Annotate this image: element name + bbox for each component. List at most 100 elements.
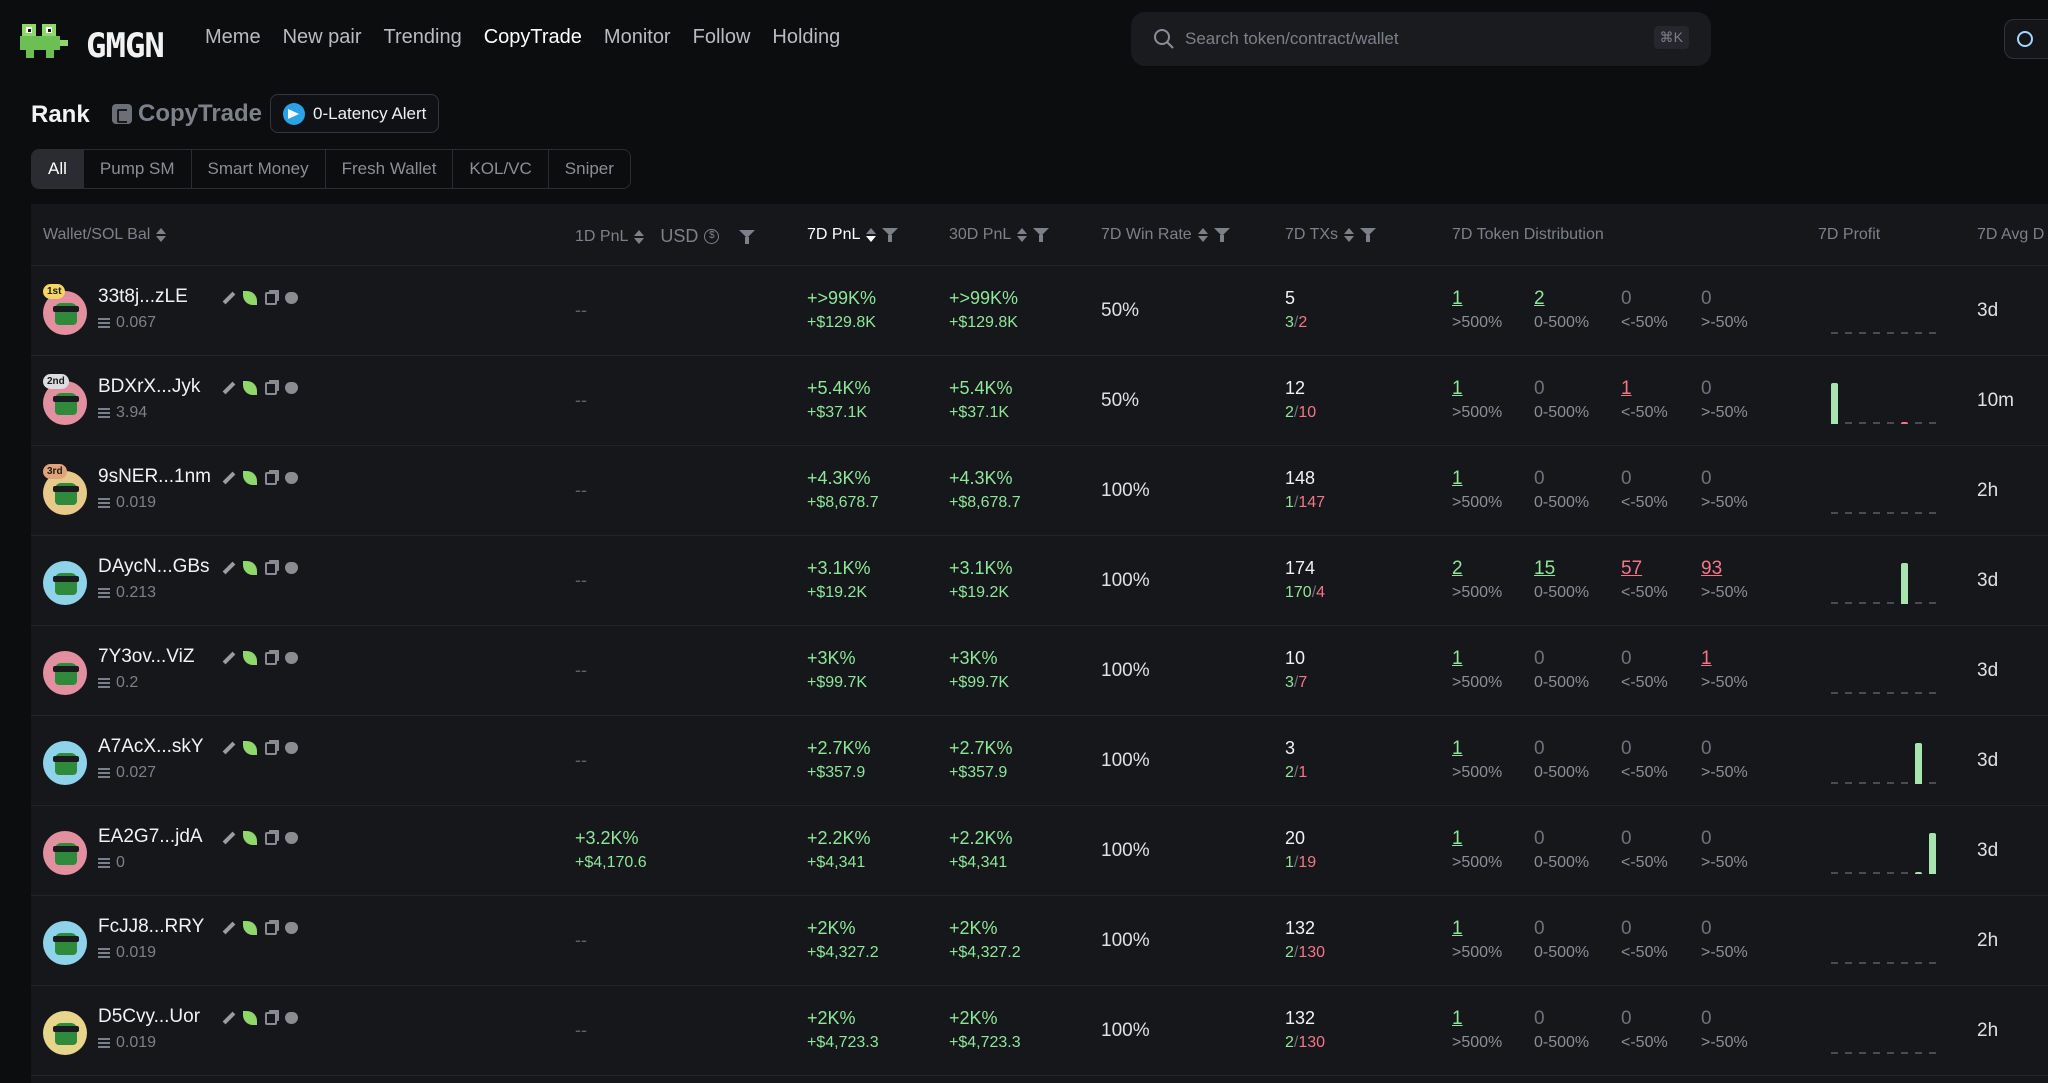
edit-icon[interactable]	[223, 652, 235, 664]
follow-heart-icon[interactable]	[284, 1012, 298, 1024]
nav-item-meme[interactable]: Meme	[205, 26, 261, 48]
distribution-count[interactable]: 15	[1534, 558, 1556, 579]
distribution-count[interactable]: 57	[1621, 558, 1643, 579]
distribution-count[interactable]: 1	[1452, 828, 1463, 849]
wallet-address[interactable]: 9sNER...1nm	[98, 466, 211, 487]
follow-heart-icon[interactable]	[284, 652, 298, 664]
edit-icon[interactable]	[223, 292, 235, 304]
avatar[interactable]	[43, 831, 87, 875]
edit-icon[interactable]	[223, 472, 235, 484]
col-pnl-1d[interactable]: 1D PnL USD $	[575, 226, 756, 247]
follow-heart-icon[interactable]	[284, 292, 298, 304]
profit-tick	[1901, 1052, 1908, 1054]
filter-icon[interactable]	[1033, 227, 1050, 243]
wallet-address[interactable]: DAycN...GBs	[98, 556, 210, 577]
col-txs[interactable]: 7D TXs	[1285, 226, 1377, 244]
col-winrate[interactable]: 7D Win Rate	[1101, 226, 1230, 244]
filter-icon[interactable]	[1360, 227, 1377, 243]
table-row[interactable]: 1st 33t8j...zLE 0.067 -- +>99K% +$129.8K +>99K…	[31, 266, 2048, 356]
avatar[interactable]	[43, 561, 87, 605]
edit-icon[interactable]	[223, 922, 235, 934]
col-wallet[interactable]: Wallet/SOL Bal	[43, 226, 167, 244]
edit-icon[interactable]	[223, 742, 235, 754]
filter-all[interactable]: All	[32, 150, 84, 188]
nav-item-trending[interactable]: Trending	[383, 26, 462, 48]
distribution-count[interactable]: 1	[1452, 378, 1463, 399]
wallet-address[interactable]: 7Y3ov...ViZ	[98, 646, 195, 667]
distribution-count[interactable]: 1	[1452, 288, 1463, 309]
latency-alert-button[interactable]: 0-Latency Alert	[270, 94, 440, 133]
copy-icon[interactable]	[264, 741, 277, 755]
wallet-address[interactable]: BDXrX...Jyk	[98, 376, 201, 397]
table-row[interactable]: 2nd BDXrX...Jyk 3.94 -- +5.4K% +$37.1K +5.4K% +…	[31, 356, 2048, 446]
wallet-address[interactable]: A7AcX...skY	[98, 736, 204, 757]
search-input[interactable]	[1185, 20, 1605, 58]
table-row[interactable]: D5Cvy...Uor 0.019 -- +2K% +$4,723.3 +2K% +$4,7…	[31, 986, 2048, 1076]
copy-icon[interactable]	[264, 471, 277, 485]
nav-item-monitor[interactable]: Monitor	[603, 26, 671, 48]
distribution-label: >500%	[1452, 764, 1503, 781]
follow-heart-icon[interactable]	[284, 922, 298, 934]
avatar[interactable]	[43, 651, 87, 695]
wallet-address[interactable]: FcJJ8...RRY	[98, 916, 205, 937]
nav-item-follow[interactable]: Follow	[692, 26, 751, 48]
usd-toggle-icon[interactable]: $	[704, 229, 720, 244]
distribution-count[interactable]: 1	[1452, 468, 1463, 489]
account-button[interactable]	[2004, 19, 2048, 59]
edit-icon[interactable]	[223, 1012, 235, 1024]
distribution-count[interactable]: 1	[1452, 738, 1463, 759]
search-shortcut: ⌘K	[1653, 26, 1689, 49]
filter-smart-money[interactable]: Smart Money	[192, 150, 326, 188]
filter-fresh-wallet[interactable]: Fresh Wallet	[326, 150, 454, 188]
distribution-count[interactable]: 1	[1452, 648, 1463, 669]
filter-icon[interactable]	[739, 229, 756, 245]
follow-heart-icon[interactable]	[284, 832, 298, 844]
table-row[interactable]: FcJJ8...RRY 0.019 -- +2K% +$4,327.2 +2K% +$4,3…	[31, 896, 2048, 986]
copy-icon[interactable]	[264, 1011, 277, 1025]
table-row[interactable]: EA2G7...jdA 0 +3.2K% +$4,170.6 +2.2K% +$4,341…	[31, 806, 2048, 896]
col-pnl-7d[interactable]: 7D PnL	[807, 226, 899, 244]
filter-kol-vc[interactable]: KOL/VC	[453, 150, 549, 188]
copy-icon[interactable]	[264, 381, 277, 395]
filter-icon[interactable]	[1213, 227, 1230, 243]
col-pnl-30d[interactable]: 30D PnL	[949, 226, 1050, 244]
follow-heart-icon[interactable]	[284, 562, 298, 574]
follow-heart-icon[interactable]	[284, 742, 298, 754]
table-row[interactable]: 3rd 9sNER...1nm 0.019 -- +4.3K% +$8,678.7 +4.3…	[31, 446, 2048, 536]
distribution-count[interactable]: 1	[1701, 648, 1712, 669]
avatar[interactable]	[43, 1011, 87, 1055]
edit-icon[interactable]	[223, 382, 235, 394]
wallet-address[interactable]: D5Cvy...Uor	[98, 1006, 201, 1027]
wallet-address[interactable]: EA2G7...jdA	[98, 826, 203, 847]
distribution-count[interactable]: 1	[1452, 918, 1463, 939]
copy-icon[interactable]	[264, 831, 277, 845]
distribution-count[interactable]: 2	[1534, 288, 1545, 309]
filter-pump-sm[interactable]: Pump SM	[84, 150, 192, 188]
table-row[interactable]: 7Y3ov...ViZ 0.2 -- +3K% +$99.7K +3K% +$99.7K 10…	[31, 626, 2048, 716]
search-box[interactable]: ⌘K	[1131, 12, 1711, 66]
copy-icon[interactable]	[264, 561, 277, 575]
distribution-count[interactable]: 93	[1701, 558, 1723, 579]
wallet-address[interactable]: 33t8j...zLE	[98, 286, 188, 307]
avatar[interactable]	[43, 741, 87, 785]
avatar[interactable]	[43, 921, 87, 965]
col-avg-duration[interactable]: 7D Avg D	[1977, 226, 2044, 244]
distribution-count[interactable]: 1	[1452, 1008, 1463, 1029]
distribution-count[interactable]: 2	[1452, 558, 1463, 579]
follow-heart-icon[interactable]	[284, 472, 298, 484]
distribution-count[interactable]: 1	[1621, 378, 1632, 399]
table-row[interactable]: A7AcX...skY 0.027 -- +2.7K% +$357.9 +2.7K% +$3…	[31, 716, 2048, 806]
filter-sniper[interactable]: Sniper	[564, 159, 614, 178]
edit-icon[interactable]	[223, 562, 235, 574]
filter-icon[interactable]	[882, 227, 899, 243]
copy-icon[interactable]	[264, 291, 277, 305]
table-row[interactable]: DAycN...GBs 0.213 -- +3.1K% +$19.2K +3.1K% +$1…	[31, 536, 2048, 626]
follow-heart-icon[interactable]	[284, 382, 298, 394]
nav-item-new-pair[interactable]: New pair	[282, 26, 362, 48]
edit-icon[interactable]	[223, 832, 235, 844]
copy-icon[interactable]	[264, 921, 277, 935]
nav-item-copytrade[interactable]: CopyTrade	[483, 26, 582, 48]
gmgn-logo[interactable]: GMGN	[16, 18, 186, 66]
nav-item-holding[interactable]: Holding	[772, 26, 841, 48]
copy-icon[interactable]	[264, 651, 277, 665]
